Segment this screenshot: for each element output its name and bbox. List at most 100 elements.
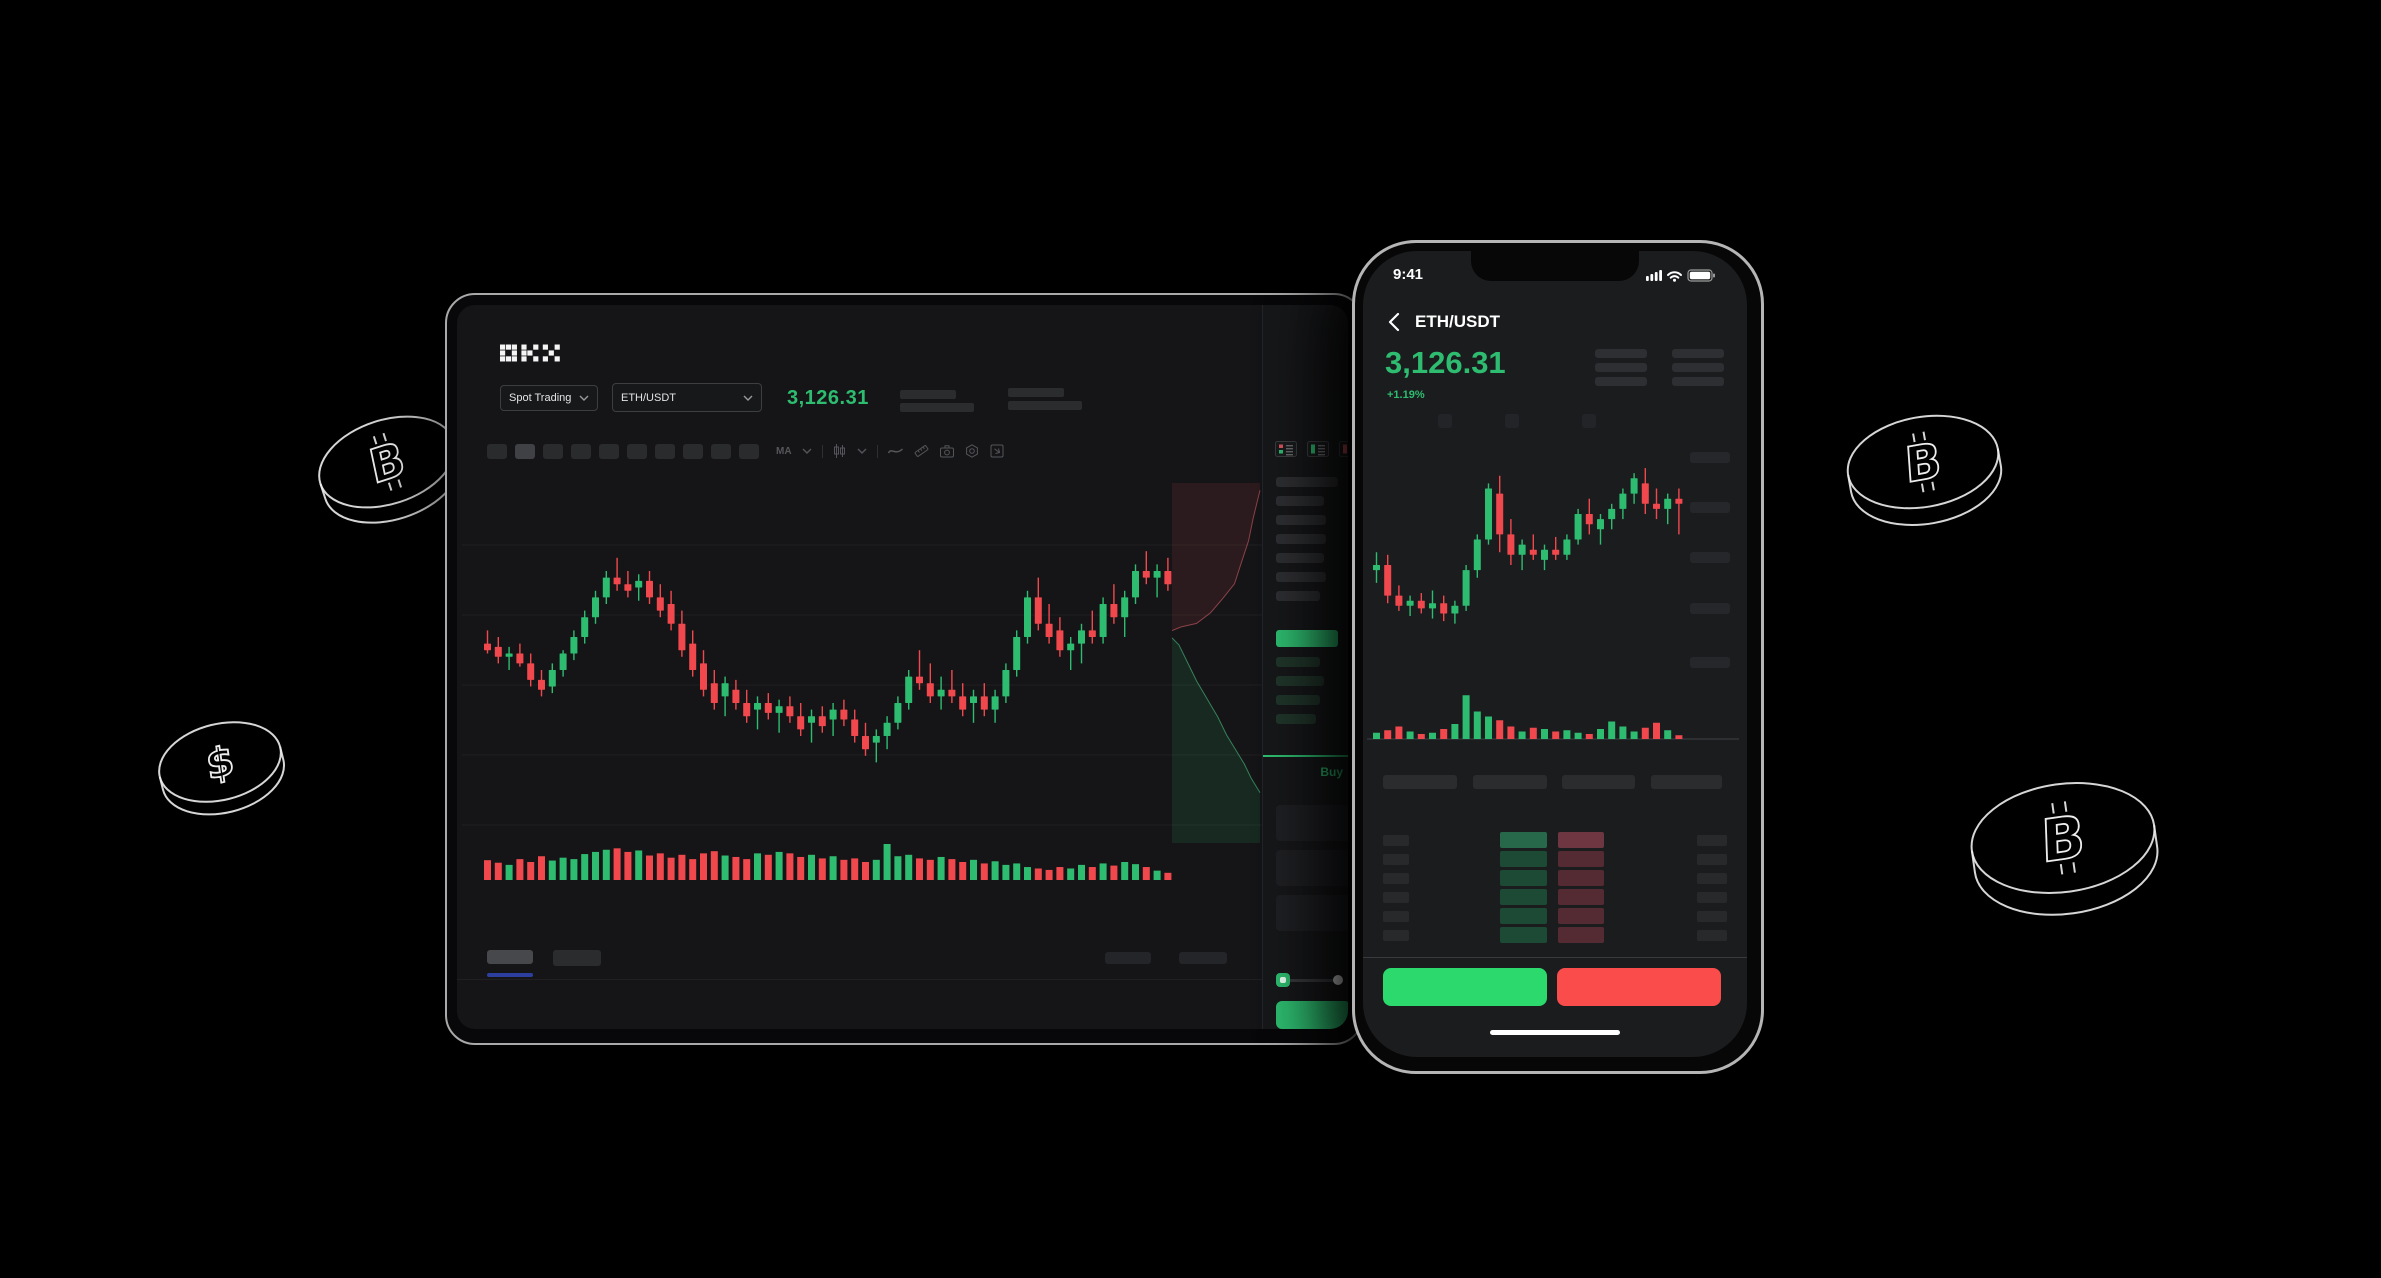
bid-depth-bar[interactable] [1500,927,1547,943]
slider-end-dot[interactable] [1333,975,1343,985]
book-both-icon[interactable] [1275,441,1297,457]
ask-depth-bar[interactable] [1558,908,1604,924]
ask-row[interactable] [1276,572,1326,582]
timeframe-chip[interactable] [599,443,619,459]
bid-row[interactable] [1276,695,1320,705]
ask-row[interactable] [1276,515,1326,525]
dollar-coin: $ [158,721,285,816]
status-time: 9:41 [1393,266,1424,283]
timeframe-chip[interactable] [739,443,759,459]
bid-row[interactable] [1276,714,1316,724]
settings-gear-icon[interactable] [964,443,980,459]
pair-select[interactable]: ETH/USDT [612,383,762,412]
svg-text:$: $ [203,737,236,789]
timeframe-dot[interactable] [1582,414,1596,428]
bid-row[interactable] [1276,676,1324,686]
measure-tool-icon[interactable] [913,443,930,459]
status-icons [1646,269,1715,282]
tablet-screen: Spot Trading ETH/USDT 3,126.31 MA [457,305,1348,1029]
tab-buy[interactable]: Buy [1320,765,1343,779]
order-total-input[interactable] [1276,895,1348,931]
tab-action[interactable] [1105,952,1151,964]
tab-active-underline [487,973,533,977]
phone-notch [1471,251,1639,281]
timeframe-chip[interactable] [683,443,703,459]
sell-button[interactable] [1557,968,1721,1006]
bid-depth-bar[interactable] [1500,889,1547,905]
tab-active[interactable] [487,950,533,964]
bid-depth-bar[interactable] [1500,851,1547,867]
line-tool-icon[interactable] [887,444,904,458]
ask-depth-bar[interactable] [1558,870,1604,886]
ask-price-label [1697,930,1727,941]
ask-row[interactable] [1276,496,1324,506]
phone-price-chart[interactable] [1367,447,1743,747]
timeframe-chip[interactable] [487,443,507,459]
ask-row[interactable] [1276,534,1326,544]
bid-price-label [1383,873,1409,884]
section-divider [1363,957,1747,958]
back-button[interactable] [1385,311,1405,333]
ask-row[interactable] [1276,477,1338,487]
ask-depth-bar[interactable] [1558,832,1604,848]
tab-action[interactable] [1179,952,1227,964]
bid-depth-bar[interactable] [1500,908,1547,924]
battery-icon [1687,269,1715,282]
timeframe-chip[interactable] [515,443,535,459]
camera-icon[interactable] [939,444,955,459]
wifi-icon [1667,271,1682,282]
phone-price-change: +1.19% [1387,389,1425,401]
order-price-input[interactable] [1276,805,1348,841]
last-price: 3,126.31 [787,387,869,409]
toolbar-divider [876,444,878,458]
price-label-placeholder [1690,452,1730,463]
timeframe-chip[interactable] [571,443,591,459]
orderbook-layout-icons [1275,441,1348,457]
ask-depth-bar[interactable] [1558,927,1604,943]
stat-placeholder [1672,349,1724,358]
ask-depth-bar[interactable] [1558,889,1604,905]
slider-track[interactable] [1276,979,1343,982]
okx-logo [500,344,560,362]
phone-device: 9:41 ETH/USDT 3,126.31 +1.19% [1352,240,1764,1074]
chevron-down-icon[interactable] [856,448,868,455]
ask-depth-bar[interactable] [1558,851,1604,867]
amount-slider[interactable] [1276,973,1343,987]
order-book-panel: Buy [1262,305,1348,1029]
timeframe-dot[interactable] [1438,414,1452,428]
market-type-select[interactable]: Spot Trading [500,385,598,411]
timeframe-chip[interactable] [655,443,675,459]
book-asks-icon[interactable] [1339,441,1348,457]
buy-submit-button[interactable] [1276,1001,1348,1029]
market-type-label: Spot Trading [509,392,572,404]
timeframe-chip[interactable] [711,443,731,459]
bid-depth-bar[interactable] [1500,832,1547,848]
bid-row[interactable] [1276,657,1320,667]
ask-price-label [1697,873,1727,884]
bid-depth-bar[interactable] [1500,870,1547,886]
chevron-down-icon[interactable] [801,448,813,455]
timeframe-chip[interactable] [627,443,647,459]
tablet-price-chart[interactable] [462,475,1272,895]
ask-row[interactable] [1276,553,1324,563]
ask-row[interactable] [1276,591,1320,601]
svg-text:B: B [2040,802,2086,876]
price-label-placeholder [1690,657,1730,668]
order-amount-input[interactable] [1276,850,1348,886]
tab[interactable] [553,950,601,966]
timeframe-chip[interactable] [543,443,563,459]
slider-handle[interactable] [1276,973,1290,987]
home-indicator[interactable] [1490,1030,1620,1035]
timeframe-dot[interactable] [1505,414,1519,428]
pair-title: ETH/USDT [1415,312,1500,331]
tablet-header: Spot Trading ETH/USDT 3,126.31 [457,305,1348,425]
buy-button[interactable] [1383,968,1547,1006]
candlestick-style-icon[interactable] [832,443,847,459]
stat-placeholder [1008,401,1082,410]
chart-toolbar: MA [487,442,1005,460]
book-bids-icon[interactable] [1307,441,1329,457]
ask-price-label [1697,892,1727,903]
last-price-row[interactable] [1276,630,1338,647]
fullscreen-expand-icon[interactable] [989,443,1005,459]
timeframe-chips [487,443,759,459]
